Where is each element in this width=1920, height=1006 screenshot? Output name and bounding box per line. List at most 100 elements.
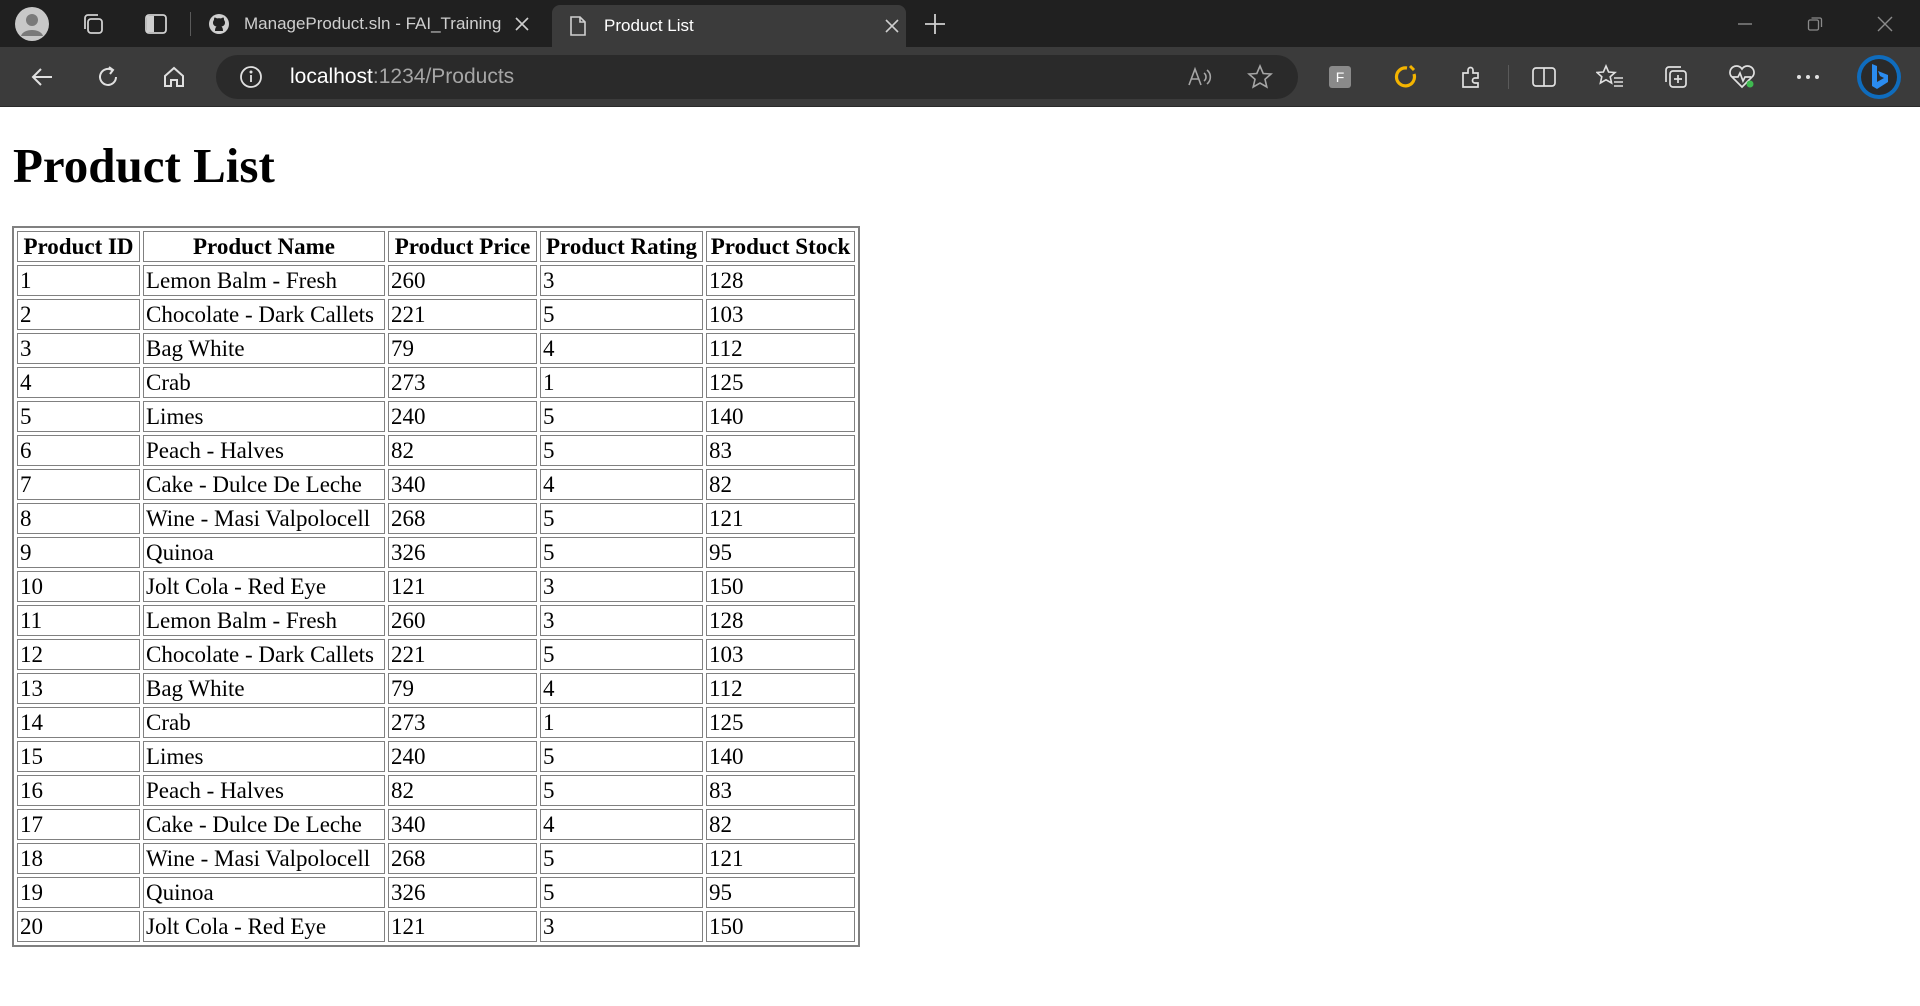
product-rating-cell: 3 xyxy=(540,571,703,602)
site-info-icon[interactable] xyxy=(236,55,266,99)
tab-manageproduct[interactable]: ManageProduct.sln - FAI_Training xyxy=(198,0,544,47)
profile-avatar-icon[interactable] xyxy=(14,6,50,42)
product-id-cell: 13 xyxy=(17,673,140,704)
product-price-cell: 268 xyxy=(388,503,537,534)
refresh-icon[interactable] xyxy=(92,47,124,106)
product-price-cell: 326 xyxy=(388,877,537,908)
tab-strip: ManageProduct.sln - FAI_Training Product… xyxy=(0,0,1920,47)
tab-product-list[interactable]: Product List xyxy=(552,5,906,47)
product-rating-cell: 1 xyxy=(540,367,703,398)
table-row: 6 Peach - Halves 82 5 83 xyxy=(17,435,855,466)
bing-copilot-icon[interactable] xyxy=(1856,47,1902,106)
product-stock-cell: 121 xyxy=(706,843,855,874)
product-name-cell: Bag White xyxy=(143,673,385,704)
product-price-cell: 121 xyxy=(388,571,537,602)
product-price-cell: 273 xyxy=(388,707,537,738)
product-name-cell: Quinoa xyxy=(143,877,385,908)
url-text[interactable]: localhost:1234/Products xyxy=(290,55,514,99)
product-stock-cell: 140 xyxy=(706,741,855,772)
product-price-cell: 340 xyxy=(388,469,537,500)
product-price-cell: 82 xyxy=(388,435,537,466)
table-row: 10 Jolt Cola - Red Eye 121 3 150 xyxy=(17,571,855,602)
extensions-puzzle-icon[interactable] xyxy=(1456,47,1488,106)
minimize-icon[interactable] xyxy=(1730,9,1760,39)
product-name-cell: Lemon Balm - Fresh xyxy=(143,265,385,296)
close-tab-icon[interactable] xyxy=(514,16,534,32)
browser-essentials-icon[interactable] xyxy=(1726,47,1758,106)
table-row: 11 Lemon Balm - Fresh 260 3 128 xyxy=(17,605,855,636)
close-tab-icon[interactable] xyxy=(884,18,904,34)
product-name-cell: Wine - Masi Valpolocell xyxy=(143,843,385,874)
new-tab-icon[interactable] xyxy=(920,9,950,39)
product-id-cell: 20 xyxy=(17,911,140,942)
table-row: 13 Bag White 79 4 112 xyxy=(17,673,855,704)
url-path: :1234/Products xyxy=(372,65,515,88)
product-stock-cell: 83 xyxy=(706,775,855,806)
product-name-cell: Chocolate - Dark Callets xyxy=(143,299,385,330)
github-icon xyxy=(208,13,232,35)
column-header-product-name: Product Name xyxy=(143,231,385,262)
product-name-cell: Crab xyxy=(143,707,385,738)
product-price-cell: 260 xyxy=(388,265,537,296)
table-row: 4 Crab 273 1 125 xyxy=(17,367,855,398)
product-rating-cell: 5 xyxy=(540,435,703,466)
table-row: 20 Jolt Cola - Red Eye 121 3 150 xyxy=(17,911,855,942)
product-id-cell: 3 xyxy=(17,333,140,364)
extension-f-icon[interactable]: F xyxy=(1324,47,1356,106)
product-price-cell: 82 xyxy=(388,775,537,806)
product-id-cell: 15 xyxy=(17,741,140,772)
product-id-cell: 14 xyxy=(17,707,140,738)
collections-icon[interactable] xyxy=(1660,47,1692,106)
read-aloud-icon[interactable] xyxy=(1184,55,1216,99)
product-price-cell: 340 xyxy=(388,809,537,840)
extension-yellow-icon[interactable] xyxy=(1390,47,1422,106)
product-rating-cell: 4 xyxy=(540,333,703,364)
more-options-icon[interactable] xyxy=(1792,47,1824,106)
address-bar[interactable]: localhost:1234/Products xyxy=(216,55,1298,99)
favorites-icon[interactable] xyxy=(1594,47,1626,106)
product-price-cell: 240 xyxy=(388,741,537,772)
table-row: 16 Peach - Halves 82 5 83 xyxy=(17,775,855,806)
vertical-tabs-icon[interactable] xyxy=(141,9,171,39)
product-id-cell: 9 xyxy=(17,537,140,568)
restore-icon[interactable] xyxy=(1800,9,1830,39)
back-icon[interactable] xyxy=(26,47,58,106)
svg-text:F: F xyxy=(1336,69,1345,85)
product-id-cell: 2 xyxy=(17,299,140,330)
product-id-cell: 7 xyxy=(17,469,140,500)
product-stock-cell: 112 xyxy=(706,333,855,364)
product-rating-cell: 1 xyxy=(540,707,703,738)
page-title: Product List xyxy=(13,138,275,193)
product-id-cell: 17 xyxy=(17,809,140,840)
product-rating-cell: 5 xyxy=(540,639,703,670)
split-screen-icon[interactable] xyxy=(1528,47,1560,106)
table-row: 12 Chocolate - Dark Callets 221 5 103 xyxy=(17,639,855,670)
product-id-cell: 8 xyxy=(17,503,140,534)
product-name-cell: Jolt Cola - Red Eye xyxy=(143,911,385,942)
product-name-cell: Chocolate - Dark Callets xyxy=(143,639,385,670)
product-name-cell: Cake - Dulce De Leche xyxy=(143,469,385,500)
product-rating-cell: 5 xyxy=(540,775,703,806)
product-rating-cell: 5 xyxy=(540,401,703,432)
product-rating-cell: 4 xyxy=(540,673,703,704)
table-row: 19 Quinoa 326 5 95 xyxy=(17,877,855,908)
product-stock-cell: 140 xyxy=(706,401,855,432)
product-name-cell: Peach - Halves xyxy=(143,775,385,806)
product-name-cell: Lemon Balm - Fresh xyxy=(143,605,385,636)
product-price-cell: 79 xyxy=(388,673,537,704)
favorite-star-icon[interactable] xyxy=(1244,55,1276,99)
close-window-icon[interactable] xyxy=(1870,9,1900,39)
product-name-cell: Jolt Cola - Red Eye xyxy=(143,571,385,602)
table-row: 18 Wine - Masi Valpolocell 268 5 121 xyxy=(17,843,855,874)
product-stock-cell: 128 xyxy=(706,265,855,296)
url-host: localhost xyxy=(290,65,373,88)
table-row: 5 Limes 240 5 140 xyxy=(17,401,855,432)
product-name-cell: Cake - Dulce De Leche xyxy=(143,809,385,840)
workspaces-icon[interactable] xyxy=(78,9,108,39)
product-price-cell: 221 xyxy=(388,639,537,670)
product-rating-cell: 5 xyxy=(540,503,703,534)
product-id-cell: 16 xyxy=(17,775,140,806)
home-icon[interactable] xyxy=(158,47,190,106)
product-id-cell: 10 xyxy=(17,571,140,602)
product-name-cell: Limes xyxy=(143,741,385,772)
